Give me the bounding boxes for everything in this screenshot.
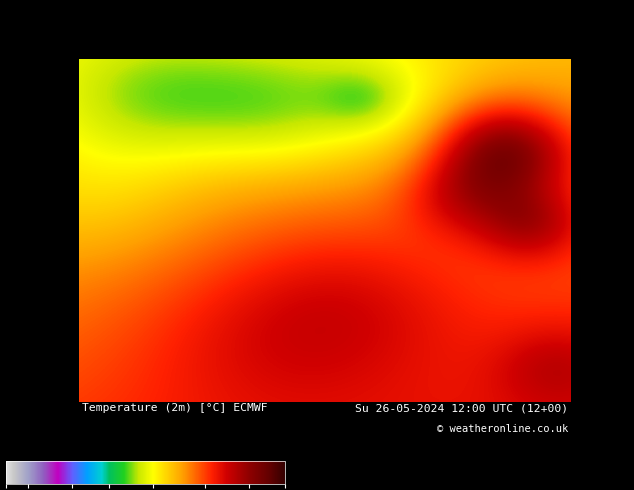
Text: Temperature (2m) [°C] ECMWF: Temperature (2m) [°C] ECMWF — [82, 403, 268, 413]
Text: Su 26-05-2024 12:00 UTC (12+00): Su 26-05-2024 12:00 UTC (12+00) — [355, 404, 568, 414]
Text: © weatheronline.co.uk: © weatheronline.co.uk — [437, 424, 568, 435]
